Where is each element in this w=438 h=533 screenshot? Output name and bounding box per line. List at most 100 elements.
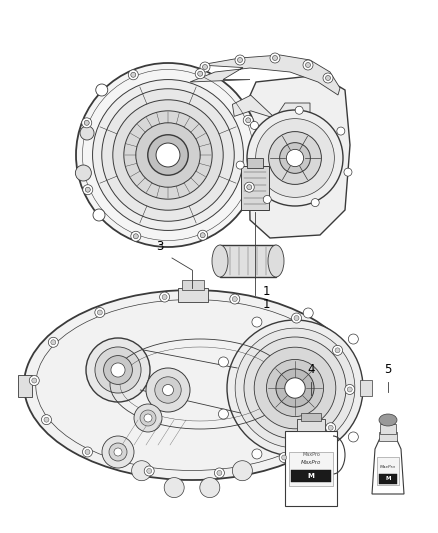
Circle shape xyxy=(279,143,311,173)
Circle shape xyxy=(148,135,188,175)
Bar xyxy=(301,413,321,421)
Polygon shape xyxy=(248,75,350,238)
Circle shape xyxy=(85,449,90,455)
Circle shape xyxy=(235,328,355,448)
Circle shape xyxy=(230,294,240,304)
Circle shape xyxy=(147,469,152,473)
Circle shape xyxy=(83,185,93,195)
Circle shape xyxy=(155,377,181,403)
Bar xyxy=(18,375,32,397)
Circle shape xyxy=(198,230,208,240)
Circle shape xyxy=(254,347,336,429)
Circle shape xyxy=(32,378,37,383)
Circle shape xyxy=(337,127,345,135)
Circle shape xyxy=(85,187,90,192)
Circle shape xyxy=(132,461,152,481)
Bar xyxy=(379,474,397,484)
Circle shape xyxy=(195,69,205,79)
Circle shape xyxy=(114,448,122,456)
Circle shape xyxy=(348,334,358,344)
Circle shape xyxy=(162,384,173,395)
Circle shape xyxy=(144,466,154,476)
Circle shape xyxy=(266,359,324,417)
Circle shape xyxy=(244,182,254,192)
Circle shape xyxy=(268,132,321,184)
Circle shape xyxy=(326,423,336,433)
Text: M: M xyxy=(385,477,391,481)
Bar xyxy=(289,452,333,486)
Circle shape xyxy=(159,292,170,302)
Circle shape xyxy=(95,347,141,393)
Circle shape xyxy=(82,447,92,457)
Circle shape xyxy=(348,432,358,442)
Bar xyxy=(377,457,399,485)
Polygon shape xyxy=(233,95,310,123)
Circle shape xyxy=(263,196,271,204)
Text: M: M xyxy=(307,473,314,479)
Circle shape xyxy=(344,168,352,176)
Polygon shape xyxy=(372,438,404,494)
Circle shape xyxy=(95,308,105,318)
Bar xyxy=(182,280,204,290)
Circle shape xyxy=(104,356,132,384)
Circle shape xyxy=(144,414,152,422)
Circle shape xyxy=(128,70,138,80)
Circle shape xyxy=(86,338,150,402)
Circle shape xyxy=(233,461,252,481)
Circle shape xyxy=(76,63,260,247)
Circle shape xyxy=(276,369,314,407)
Bar xyxy=(297,419,325,431)
Circle shape xyxy=(295,106,303,114)
Circle shape xyxy=(202,64,208,69)
Circle shape xyxy=(131,231,141,241)
Circle shape xyxy=(345,384,355,394)
Circle shape xyxy=(96,84,108,96)
Bar xyxy=(380,424,396,434)
Circle shape xyxy=(93,209,105,221)
Circle shape xyxy=(235,55,245,65)
Circle shape xyxy=(200,62,210,72)
Circle shape xyxy=(219,409,229,419)
Circle shape xyxy=(215,468,224,478)
Circle shape xyxy=(244,337,346,439)
Circle shape xyxy=(252,317,262,327)
Circle shape xyxy=(232,296,237,302)
Circle shape xyxy=(97,310,102,315)
Circle shape xyxy=(279,453,289,463)
Circle shape xyxy=(136,123,200,187)
Circle shape xyxy=(200,233,205,238)
Circle shape xyxy=(113,100,223,210)
Circle shape xyxy=(111,363,125,377)
Circle shape xyxy=(252,449,262,459)
Circle shape xyxy=(246,118,251,123)
Circle shape xyxy=(102,436,134,468)
Text: MaxPro: MaxPro xyxy=(380,465,396,469)
Circle shape xyxy=(102,89,234,221)
Bar xyxy=(291,470,331,482)
Text: 5: 5 xyxy=(384,363,392,376)
Circle shape xyxy=(303,308,313,318)
Circle shape xyxy=(247,110,343,206)
Text: 4: 4 xyxy=(307,363,315,376)
Bar xyxy=(285,431,337,506)
Circle shape xyxy=(305,62,311,68)
Circle shape xyxy=(200,478,220,498)
Circle shape xyxy=(332,345,343,356)
Circle shape xyxy=(237,58,243,62)
Circle shape xyxy=(134,404,162,432)
Circle shape xyxy=(48,337,58,348)
Bar xyxy=(360,380,372,396)
Circle shape xyxy=(80,126,94,140)
Circle shape xyxy=(243,115,253,125)
Circle shape xyxy=(347,387,352,392)
Circle shape xyxy=(247,184,252,190)
Circle shape xyxy=(29,376,39,385)
Circle shape xyxy=(282,455,286,460)
Ellipse shape xyxy=(268,245,284,277)
Circle shape xyxy=(251,122,258,130)
Circle shape xyxy=(272,55,278,61)
Circle shape xyxy=(198,71,203,76)
Circle shape xyxy=(109,443,127,461)
Circle shape xyxy=(219,357,229,367)
Circle shape xyxy=(292,313,301,323)
